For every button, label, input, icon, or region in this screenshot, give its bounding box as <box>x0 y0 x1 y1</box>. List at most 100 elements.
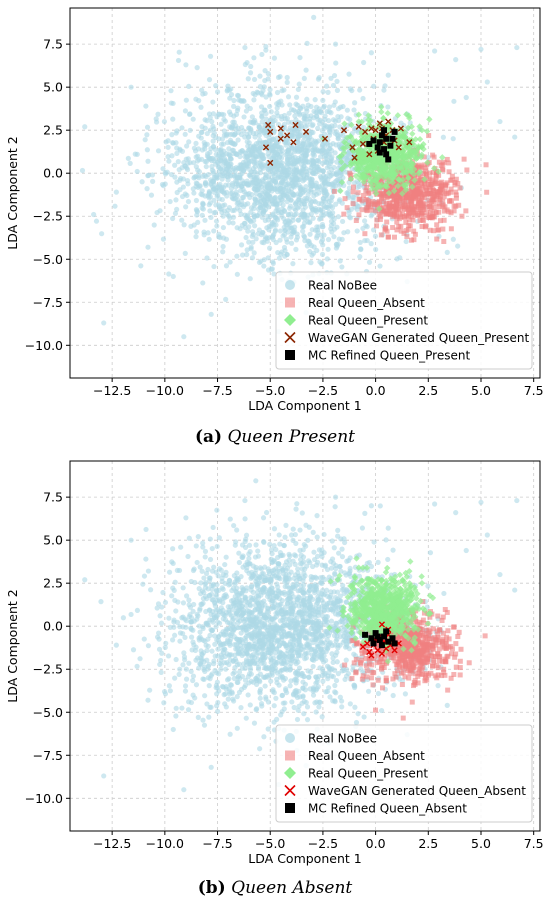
data-point <box>165 138 171 144</box>
data-point <box>312 582 318 588</box>
data-point <box>187 111 193 117</box>
data-point <box>304 563 310 569</box>
data-point <box>390 225 396 231</box>
data-point <box>210 524 216 531</box>
data-point <box>339 264 345 270</box>
data-point <box>375 559 381 565</box>
data-point <box>262 683 268 689</box>
y-tick-label: −7.5 <box>33 295 63 310</box>
data-point <box>221 208 228 214</box>
data-point <box>211 228 217 234</box>
data-point <box>207 592 213 598</box>
data-point <box>177 187 183 193</box>
data-point <box>348 121 355 129</box>
data-point <box>328 167 335 173</box>
data-point <box>243 191 249 197</box>
data-point <box>264 235 270 241</box>
data-point <box>431 197 437 203</box>
data-point <box>235 93 242 99</box>
data-point <box>305 138 311 144</box>
data-point <box>347 175 355 183</box>
data-point <box>446 160 452 166</box>
data-point <box>220 213 226 219</box>
data-point <box>210 99 216 105</box>
data-point <box>344 107 350 113</box>
data-point <box>258 258 264 264</box>
data-point <box>320 173 327 179</box>
data-point <box>274 186 280 192</box>
data-point <box>153 119 160 125</box>
data-point <box>314 233 320 239</box>
data-point <box>113 189 119 195</box>
x-tick-label: 2.5 <box>418 383 438 398</box>
data-point <box>421 195 427 201</box>
data-point <box>377 187 383 193</box>
data-point <box>172 174 178 180</box>
data-point <box>324 688 330 695</box>
data-point <box>377 183 384 191</box>
data-point <box>390 199 396 205</box>
data-point <box>378 232 384 238</box>
data-point <box>250 120 257 126</box>
data-point <box>239 686 245 692</box>
data-point <box>161 118 168 125</box>
data-point <box>376 149 383 156</box>
data-point <box>220 249 226 255</box>
data-point <box>251 55 257 61</box>
data-point <box>427 227 433 233</box>
data-point <box>262 144 270 151</box>
legend-swatch <box>285 280 295 290</box>
data-point <box>452 179 458 185</box>
data-point <box>328 558 334 565</box>
data-point <box>412 191 418 197</box>
data-point <box>282 534 288 540</box>
data-point <box>334 224 340 230</box>
data-point <box>238 198 245 205</box>
data-point <box>328 592 334 599</box>
data-point <box>234 527 240 533</box>
data-point <box>287 125 293 131</box>
data-point <box>325 236 332 243</box>
data-point <box>381 199 387 205</box>
data-point <box>213 161 219 167</box>
data-point <box>193 197 200 204</box>
data-point <box>436 204 442 210</box>
data-point <box>321 135 329 142</box>
series-square-filled <box>366 127 398 163</box>
data-point <box>203 163 209 170</box>
data-point <box>301 189 307 195</box>
data-point <box>183 204 189 210</box>
data-point <box>221 112 227 118</box>
data-point <box>394 219 400 225</box>
data-point <box>338 152 345 159</box>
data-point <box>366 140 373 147</box>
data-point <box>218 567 224 573</box>
data-point <box>285 147 292 154</box>
data-point <box>194 65 200 71</box>
data-point <box>155 111 161 117</box>
data-point <box>397 125 404 132</box>
data-point <box>446 209 452 215</box>
data-point <box>428 184 434 190</box>
data-point <box>400 152 408 159</box>
data-point <box>227 124 233 130</box>
data-point <box>225 604 231 610</box>
data-point <box>295 86 301 93</box>
data-point <box>338 158 345 166</box>
data-point <box>408 198 414 204</box>
chart-queen-present: −12.5 −10.0 −7.5 −5.0 −2.5 0.0 2.5 5.0 7.5−10.0−… <box>5 7 544 413</box>
data-point <box>233 189 239 195</box>
data-point <box>441 590 447 597</box>
data-point <box>433 193 439 199</box>
data-point <box>355 150 363 158</box>
data-point <box>423 186 429 192</box>
data-point <box>320 167 326 174</box>
chart-queen-absent: −12.5 −10.0 −7.5 −5.0 −2.5 0.0 2.5 5.0 7.5−10.0−… <box>5 460 544 866</box>
data-point <box>274 680 280 686</box>
data-point <box>162 644 168 651</box>
data-point <box>220 166 227 172</box>
data-point <box>402 194 408 200</box>
data-point <box>248 583 255 589</box>
data-point <box>331 545 337 551</box>
data-point <box>128 84 134 90</box>
